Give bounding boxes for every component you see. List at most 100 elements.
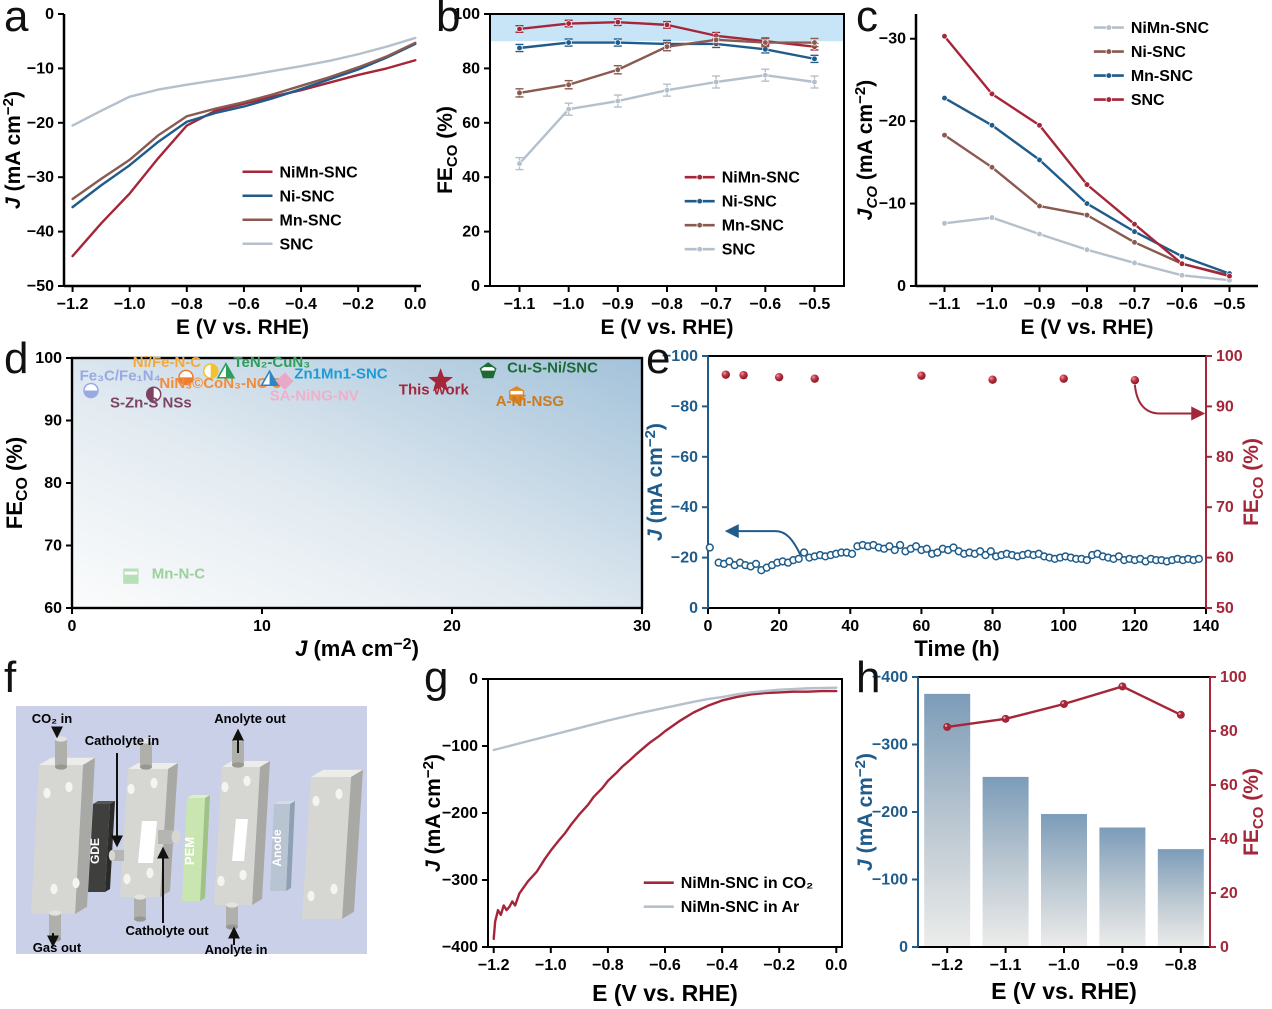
legend-item: NiMn-SNC (1093, 20, 1210, 37)
left-y-axis-label: J (mA cm−2) (852, 753, 877, 871)
legend-item: Ni-SNC (1093, 44, 1186, 61)
scatter-point-TeN₂-CuN₃: TeN₂-CuN₃ (216, 354, 310, 379)
x-tick-label: −0.4 (706, 957, 738, 974)
legend-item: SNC (242, 236, 314, 253)
bar-−0.8 (1157, 849, 1204, 947)
right-tick-label: 50 (1216, 600, 1234, 617)
x-tick-label: 30 (633, 618, 651, 635)
legend-label: Ni-SNC (280, 188, 336, 205)
series-SNC (71, 36, 417, 127)
x-axis-label: E (V vs. RHE) (991, 978, 1137, 1004)
right-tick-label: 60 (1216, 550, 1234, 567)
x-tick-label: −0.9 (602, 296, 634, 313)
x-tick-label: −1.1 (929, 296, 961, 313)
panel-b: b −1.1 −1.0 −0.9 −0.8 −0.7 −0.6 −0.5 0 20 40 60 80 1… (432, 0, 856, 345)
legend-label: Ni-SNC (722, 194, 778, 211)
scatter-label: Zn1Mn1-SNC (294, 366, 388, 383)
x-tick-label: −0.6 (750, 296, 782, 313)
legend-label: SNC (1131, 92, 1165, 109)
y-tick-label: −30 (27, 169, 54, 186)
legend-label: NiMn-SNC (280, 164, 359, 181)
x-tick-label: −1.2 (478, 957, 510, 974)
x-tick-label: −0.7 (1119, 296, 1151, 313)
x-tick-label: 20 (443, 618, 461, 635)
panel-f: f GDE PEM Anode CO₂ in Catholyte in Anolyte o… (0, 653, 420, 1009)
legend-item: Mn-SNC (1093, 68, 1194, 85)
y-tick-label: 60 (462, 115, 480, 132)
x-tick-label: 0.0 (404, 296, 426, 313)
y-tick-label: 0 (469, 671, 478, 688)
left-tick-label: −100 (662, 348, 698, 365)
legend-item: Mn-SNC (684, 218, 784, 235)
right-tick-label: 60 (1220, 777, 1238, 794)
x-tick-label: −0.6 (649, 957, 681, 974)
left-axis-arrow (724, 524, 802, 556)
series-NiMn-SNC (71, 59, 417, 258)
scatter-point-S-Zn-S NSs: S-Zn-S NSs (110, 386, 192, 411)
series-Ni-SNC (71, 42, 417, 209)
bar-−0.9 (1099, 827, 1146, 947)
scatter-point-SA-NiNG-NV: SA-NiNG-NV (270, 372, 359, 405)
panel-g: g −1.2 −1.0 −0.8 −0.6 −0.4 −0.2 0.0 0 −100 −200 −3… (420, 653, 856, 1009)
left-tick-label: −200 (872, 804, 908, 821)
x-tick-label: 20 (770, 618, 788, 635)
legend-label: NiMn-SNC in Ar (681, 899, 800, 916)
panel-c: c −1.1 −1.0 −0.9 −0.8 −0.7 −0.6 −0.5 0 −10 −20 −30… (852, 0, 1272, 345)
left-tick-label: 0 (899, 939, 908, 956)
left-tick-label: −80 (671, 398, 698, 415)
x-tick-label: 60 (913, 618, 931, 635)
scatter-point-Mn-N-C: Mn-N-C (123, 566, 205, 584)
right-y-axis-label: FECO (%) (1240, 438, 1267, 526)
x-tick-label: 0.0 (825, 957, 847, 974)
y-tick-label: −30 (879, 31, 906, 48)
scatter-label: S-Zn-S NSs (110, 394, 192, 411)
anode-sheet: Anode (270, 801, 295, 891)
legend-label: Mn-SNC (1131, 68, 1194, 85)
scatter-point-Ni/Fe-N-C: Ni/Fe-N-C (133, 354, 201, 386)
x-tick-label: −0.5 (799, 296, 831, 313)
bar-−1.1 (982, 776, 1029, 947)
scatter-point-Cu-S-Ni/SNC: Cu-S-Ni/SNC (479, 359, 598, 379)
end-plate-left (31, 736, 95, 942)
x-tick-label: 40 (841, 618, 859, 635)
scatter-label: SA-NiNG-NV (270, 388, 359, 405)
anolyte-in-label: Anolyte in (205, 942, 268, 957)
panel-letter-d: d (4, 334, 29, 383)
scatter-label: Cu-S-Ni/SNC (507, 359, 598, 376)
scatter-label: Mn-N-C (152, 566, 205, 583)
x-tick-label: −0.8 (651, 296, 683, 313)
y-axis-label: JCO (mA cm−2) (852, 80, 881, 220)
y-tick-label: 90 (44, 413, 62, 430)
series-Mn-SNC (941, 94, 1233, 277)
y-tick-label: −10 (879, 196, 906, 213)
x-tick-label: 140 (1193, 618, 1220, 635)
x-tick-label: −0.2 (763, 957, 795, 974)
series-SNC (941, 33, 1233, 280)
x-tick-label: −0.8 (1071, 296, 1103, 313)
panel-h: h −1.2 −1.1 −1.0 −0.9 −0.8 0 −100 −200 −300 −400 0… (852, 653, 1272, 1009)
x-tick-label: −1.0 (976, 296, 1008, 313)
x-tick-label: −0.8 (171, 296, 203, 313)
y-tick-label: −50 (27, 278, 54, 295)
cathode-plate (108, 738, 181, 922)
panel-letter-e: e (646, 334, 671, 383)
legend-label: SNC (280, 236, 314, 253)
y-tick-label: 0 (471, 278, 480, 295)
x-tick-label: −0.8 (1165, 957, 1197, 974)
legend-label: SNC (722, 242, 756, 259)
series-NiMn-SNC (941, 214, 1233, 284)
x-axis-label: E (V vs. RHE) (176, 316, 309, 339)
scatter-point-A-Ni-NSG: A-Ni-NSG (496, 386, 564, 410)
x-tick-label: −1.0 (114, 296, 146, 313)
x-tick-label: −0.9 (1107, 957, 1139, 974)
panel-letter-h: h (856, 653, 881, 702)
x-tick-label: 10 (253, 618, 271, 635)
pem-label: PEM (182, 837, 197, 865)
legend-item: NiMn-SNC in Ar (643, 899, 800, 916)
pem-plate: PEM (182, 795, 210, 901)
y-axis-label: FECO (%) (434, 106, 461, 194)
legend-item: NiMn-SNC (684, 170, 800, 187)
panel-letter-c: c (856, 0, 878, 41)
legend-label: NiMn-SNC (1131, 20, 1210, 37)
panel-a: a −1.2 −1.0 −0.8 −0.6 −0.4 −0.2 0.0 0 −10 −20 −30−… (0, 0, 435, 345)
